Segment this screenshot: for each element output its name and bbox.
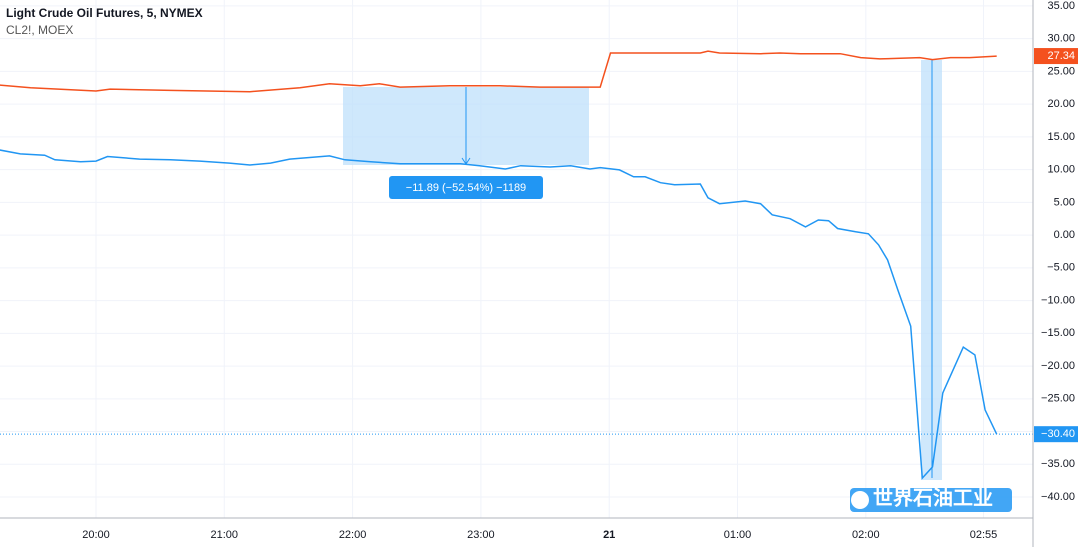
y-tick-label: −25.00 <box>1041 393 1075 405</box>
y-tick-label: −40.00 <box>1041 491 1075 503</box>
y-tick-label: −35.00 <box>1041 458 1075 470</box>
series-line <box>0 50 997 93</box>
x-tick-label: 01:00 <box>724 529 752 541</box>
x-tick-label: 21 <box>603 529 615 541</box>
x-tick-label: 02:00 <box>852 529 880 541</box>
x-tick-label: 22:00 <box>339 529 367 541</box>
y-tick-label: 15.00 <box>1047 131 1075 143</box>
y-tick-label: −20.00 <box>1041 360 1075 372</box>
y-tick-label: 20.00 <box>1047 98 1075 110</box>
x-tick-label: 23:00 <box>467 529 495 541</box>
y-tick-label: 5.00 <box>1054 196 1075 208</box>
y-tick-label: 0.00 <box>1054 229 1075 241</box>
y-tick-label: −15.00 <box>1041 327 1075 339</box>
last-value-box <box>1034 426 1078 443</box>
last-value-label: 27.34 <box>1047 50 1075 62</box>
annotation: −11.89 (−52.54%) −1189 <box>406 182 526 194</box>
last-value-box <box>1034 48 1078 65</box>
last-value-label: −30.40 <box>1041 428 1075 440</box>
chart-title: Light Crude Oil Futures, 5, NYMEX <box>6 6 203 20</box>
y-tick-label: 10.00 <box>1047 164 1075 176</box>
annotation-box <box>389 176 543 199</box>
y-tick-label: 35.00 <box>1047 0 1075 12</box>
y-tick-label: 30.00 <box>1047 33 1075 45</box>
watermark: 世界石油工业 <box>873 485 993 509</box>
chart-subtitle: CL2!, MOEX <box>6 23 73 37</box>
x-tick-label: 02:55 <box>970 529 998 541</box>
y-tick-label: −10.00 <box>1041 294 1075 306</box>
plot <box>0 50 1033 480</box>
x-tick-label: 21:00 <box>211 529 239 541</box>
watermark-box <box>850 488 1012 512</box>
y-tick-label: 25.00 <box>1047 65 1075 77</box>
series-line <box>0 149 998 480</box>
grid <box>0 0 1033 518</box>
watermark-icon <box>851 491 869 509</box>
x-tick-label: 20:00 <box>82 529 110 541</box>
y-tick-label: −5.00 <box>1047 262 1075 274</box>
